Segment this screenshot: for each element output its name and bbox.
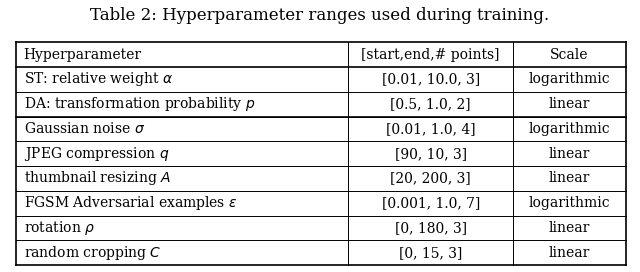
Text: logarithmic: logarithmic bbox=[529, 196, 611, 210]
Text: Scale: Scale bbox=[550, 48, 589, 61]
Text: [0.01, 1.0, 4]: [0.01, 1.0, 4] bbox=[386, 122, 476, 136]
Text: rotation $\rho$: rotation $\rho$ bbox=[24, 219, 95, 237]
Text: logarithmic: logarithmic bbox=[529, 72, 611, 86]
Text: thumbnail resizing $A$: thumbnail resizing $A$ bbox=[24, 169, 171, 187]
Text: random cropping $C$: random cropping $C$ bbox=[24, 244, 161, 262]
Text: [0.5, 1.0, 2]: [0.5, 1.0, 2] bbox=[390, 97, 471, 111]
Text: JPEG compression $q$: JPEG compression $q$ bbox=[24, 145, 169, 163]
Text: [90, 10, 3]: [90, 10, 3] bbox=[395, 147, 467, 161]
Text: DA: transformation probability $p$: DA: transformation probability $p$ bbox=[24, 95, 255, 113]
Text: [0, 180, 3]: [0, 180, 3] bbox=[395, 221, 467, 235]
Text: Table 2: Hyperparameter ranges used during training.: Table 2: Hyperparameter ranges used duri… bbox=[90, 7, 550, 24]
Text: linear: linear bbox=[549, 221, 590, 235]
Text: ST: relative weight $\alpha$: ST: relative weight $\alpha$ bbox=[24, 70, 173, 88]
Text: [0, 15, 3]: [0, 15, 3] bbox=[399, 246, 463, 260]
Text: [0.01, 10.0, 3]: [0.01, 10.0, 3] bbox=[381, 72, 480, 86]
Text: linear: linear bbox=[549, 97, 590, 111]
Text: Gaussian noise $\sigma$: Gaussian noise $\sigma$ bbox=[24, 121, 145, 136]
Text: Hyperparameter: Hyperparameter bbox=[24, 48, 142, 61]
Text: linear: linear bbox=[549, 171, 590, 186]
Text: logarithmic: logarithmic bbox=[529, 122, 611, 136]
Text: [0.001, 1.0, 7]: [0.001, 1.0, 7] bbox=[381, 196, 480, 210]
Text: linear: linear bbox=[549, 147, 590, 161]
Text: [20, 200, 3]: [20, 200, 3] bbox=[390, 171, 471, 186]
Text: FGSM Adversarial examples $\epsilon$: FGSM Adversarial examples $\epsilon$ bbox=[24, 194, 237, 212]
Text: linear: linear bbox=[549, 246, 590, 260]
Text: [start,end,# points]: [start,end,# points] bbox=[362, 48, 500, 61]
